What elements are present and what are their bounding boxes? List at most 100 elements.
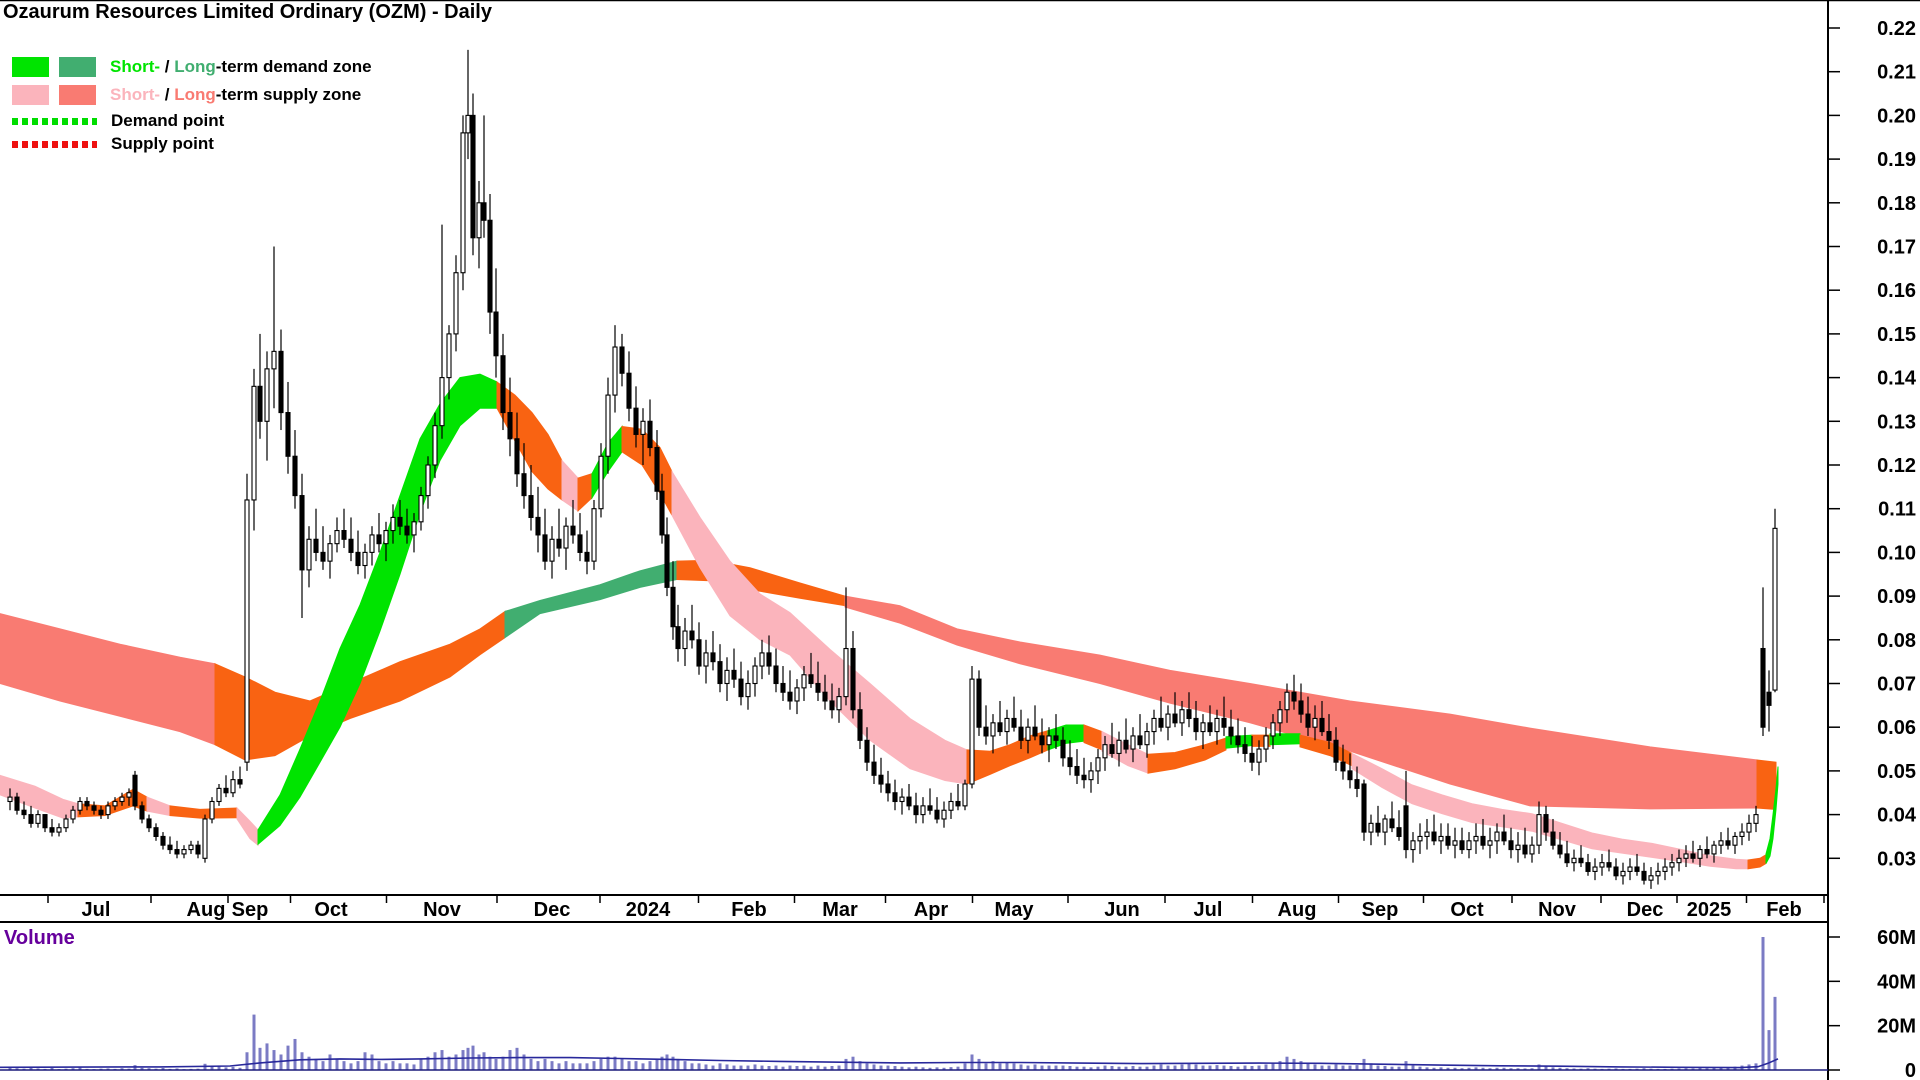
price-axis-label: 0.08 — [1877, 630, 1916, 652]
candle-body — [1347, 770, 1353, 781]
candle-body — [976, 678, 982, 728]
month-label: May — [995, 899, 1035, 921]
candle-body — [369, 534, 375, 553]
month-label: Sep — [232, 899, 269, 921]
candle-body — [91, 805, 97, 811]
candle-body — [1515, 844, 1521, 851]
candle-body — [815, 682, 821, 693]
candle-body — [160, 835, 166, 846]
candle-body — [341, 529, 347, 540]
candle-body — [1641, 870, 1647, 881]
candle-body — [1361, 783, 1367, 833]
candle-body — [983, 726, 989, 737]
price-axis-label: 0.07 — [1877, 674, 1916, 696]
candle-body — [320, 551, 326, 562]
candle-body — [1473, 835, 1479, 842]
candle-body — [654, 446, 660, 492]
candle-body — [1102, 744, 1108, 759]
candle-body — [766, 652, 772, 667]
candle-body — [70, 809, 76, 820]
candle-body — [1200, 722, 1206, 733]
candle-body — [153, 827, 159, 838]
candle-body — [1123, 739, 1129, 750]
candle-body — [703, 652, 709, 667]
candle-body — [1543, 814, 1549, 833]
month-label: Jun — [1104, 899, 1140, 921]
candle-body — [1186, 709, 1192, 720]
candle-body — [313, 538, 319, 553]
candle-body — [1396, 827, 1402, 838]
month-label: Feb — [731, 899, 767, 921]
candle-body — [1018, 726, 1024, 741]
candle-body — [1459, 840, 1465, 851]
candle-body — [1634, 866, 1640, 872]
candle-body — [1256, 748, 1262, 763]
candle-body — [647, 420, 653, 449]
price-axis-label: 0.19 — [1877, 149, 1916, 171]
candle-body — [1606, 862, 1612, 868]
candle-body — [1130, 735, 1136, 750]
candle-body — [1389, 818, 1395, 829]
candle-body — [1522, 844, 1528, 855]
candle-body — [836, 696, 842, 711]
candle-body — [77, 800, 83, 811]
candle-body — [1025, 726, 1031, 741]
candle-body — [598, 455, 604, 510]
candle-body — [188, 844, 194, 851]
candle-body — [843, 647, 849, 698]
candle-body — [1333, 739, 1339, 763]
candle-body — [418, 495, 424, 523]
candle-body — [35, 814, 41, 824]
candle-body — [1550, 831, 1556, 846]
candle-body — [633, 407, 639, 435]
candle-body — [1760, 647, 1766, 728]
candle-body — [878, 774, 884, 785]
candle-body — [181, 849, 187, 855]
month-label: Aug — [187, 899, 226, 921]
candle-body — [626, 372, 632, 409]
candle-body — [1158, 717, 1164, 728]
candle-body — [829, 700, 835, 711]
candle-body — [264, 368, 270, 422]
candle-body — [689, 630, 695, 641]
price-axis-label: 0.16 — [1877, 280, 1916, 302]
candle-body — [899, 796, 905, 803]
candle-body — [470, 114, 476, 239]
price-axis-label: 0.18 — [1877, 193, 1916, 215]
volume-axis-label: 60M — [1877, 927, 1916, 949]
candle-body — [696, 639, 702, 667]
candle-body — [1270, 722, 1276, 737]
short-term-zone-band — [1047, 724, 1085, 751]
candle-body — [1620, 870, 1626, 877]
candle-body — [1137, 735, 1143, 746]
month-label: 2024 — [626, 899, 671, 921]
legend-demand-point-row: Demand point — [12, 110, 224, 132]
candle-body — [675, 626, 681, 650]
legend-long-demand-text: Long — [174, 57, 216, 76]
candle-body — [1312, 717, 1318, 728]
candle-body — [493, 311, 499, 357]
candle-body — [717, 661, 723, 685]
price-axis-label: 0.17 — [1877, 237, 1916, 259]
candle-body — [1676, 857, 1682, 864]
candle-body — [962, 783, 968, 807]
price-axis-label: 0.12 — [1877, 455, 1916, 477]
month-label: Feb — [1766, 899, 1802, 921]
candle-body — [139, 805, 145, 820]
candle-body — [1732, 835, 1738, 846]
short-term-zone-band — [257, 373, 498, 846]
candle-body — [1375, 822, 1381, 833]
candle-body — [514, 438, 520, 475]
candle-body — [42, 814, 48, 829]
candle-body — [355, 551, 361, 567]
price-axis-label: 0.03 — [1877, 848, 1916, 870]
candle-body — [1067, 757, 1073, 768]
candle-body — [664, 534, 670, 588]
candle-body — [1277, 709, 1283, 724]
candle-body — [1172, 713, 1178, 724]
candle-body — [292, 455, 298, 497]
candle-body — [126, 792, 132, 798]
candle-body — [230, 779, 236, 794]
candle-body — [481, 202, 487, 221]
candle-body — [864, 739, 870, 763]
